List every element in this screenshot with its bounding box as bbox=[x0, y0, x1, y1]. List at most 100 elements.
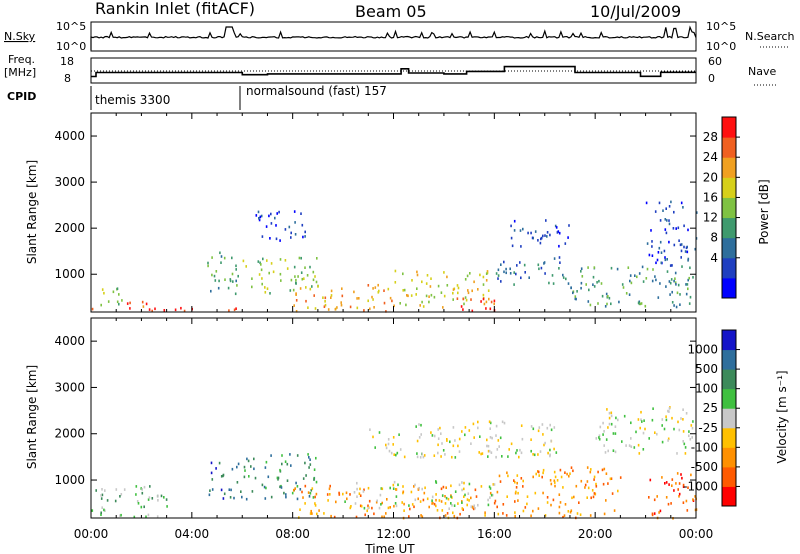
velocity-data-point bbox=[514, 511, 516, 514]
power-data-point bbox=[314, 275, 316, 278]
velocity-data-point bbox=[431, 434, 434, 437]
velocity-data-point bbox=[461, 481, 463, 484]
velocity-data-point bbox=[141, 491, 144, 495]
velocity-data-point bbox=[433, 454, 436, 457]
velocity-data-point bbox=[355, 515, 358, 519]
power-data-point bbox=[677, 226, 680, 230]
velocity-ytick-label: 1000 bbox=[54, 473, 85, 487]
power-data-point bbox=[558, 231, 561, 235]
velocity-data-point bbox=[516, 474, 519, 477]
power-data-point bbox=[142, 305, 145, 308]
velocity-colorbar-swatch bbox=[722, 486, 736, 507]
velocity-data-point bbox=[440, 500, 443, 503]
power-data-point bbox=[688, 276, 690, 280]
power-data-point bbox=[341, 294, 344, 298]
power-data-point bbox=[421, 300, 423, 304]
velocity-data-point bbox=[532, 509, 534, 513]
power-data-point bbox=[546, 231, 549, 234]
velocity-data-point bbox=[289, 453, 291, 456]
velocity-data-point bbox=[345, 491, 348, 495]
power-data-point bbox=[100, 303, 102, 307]
power-data-point bbox=[443, 294, 446, 298]
velocity-data-point bbox=[570, 466, 573, 469]
velocity-data-point bbox=[414, 498, 417, 502]
power-data-point bbox=[446, 284, 449, 287]
nave-tick-top: 60 bbox=[708, 55, 722, 68]
power-data-point bbox=[558, 256, 561, 259]
power-data-point bbox=[259, 261, 261, 265]
velocity-data-point bbox=[458, 450, 461, 453]
power-data-point bbox=[592, 283, 594, 286]
power-data-point bbox=[621, 283, 624, 286]
power-data-point bbox=[482, 297, 485, 301]
power-data-point bbox=[509, 267, 511, 271]
power-data-point bbox=[681, 265, 683, 268]
velocity-data-point bbox=[270, 454, 272, 457]
velocity-data-point bbox=[387, 438, 390, 441]
velocity-data-point bbox=[552, 498, 555, 502]
velocity-data-point bbox=[560, 475, 563, 479]
power-data-point bbox=[662, 209, 664, 212]
power-data-point bbox=[324, 300, 326, 303]
velocity-data-point bbox=[403, 509, 405, 512]
power-data-point bbox=[437, 284, 440, 288]
velocity-data-point bbox=[147, 513, 150, 517]
power-data-point bbox=[118, 293, 120, 296]
power-data-point bbox=[497, 274, 500, 277]
power-data-point bbox=[665, 207, 667, 210]
velocity-data-point bbox=[359, 504, 362, 508]
power-data-point bbox=[235, 264, 237, 268]
velocity-data-point bbox=[448, 507, 450, 510]
velocity-data-point bbox=[276, 476, 279, 480]
velocity-data-point bbox=[294, 487, 296, 490]
power-data-point bbox=[551, 274, 554, 277]
cpid-label: CPID bbox=[7, 90, 36, 103]
power-data-point bbox=[242, 259, 245, 263]
power-data-point bbox=[218, 279, 220, 283]
velocity-data-point bbox=[526, 502, 528, 506]
velocity-data-point bbox=[688, 430, 690, 433]
power-data-point bbox=[644, 304, 647, 308]
power-data-point bbox=[641, 265, 644, 269]
velocity-data-point bbox=[433, 502, 436, 506]
velocity-data-point bbox=[133, 515, 136, 519]
velocity-data-point bbox=[437, 428, 439, 431]
velocity-data-point bbox=[538, 426, 541, 429]
power-data-point bbox=[307, 306, 309, 309]
power-data-point bbox=[555, 226, 558, 229]
velocity-data-point bbox=[308, 495, 311, 498]
power-colorbar-label: 20 bbox=[703, 170, 718, 184]
power-data-point bbox=[235, 268, 237, 271]
velocity-data-point bbox=[648, 437, 650, 440]
power-data-point bbox=[543, 262, 545, 265]
power-data-point bbox=[305, 286, 307, 289]
power-data-point bbox=[430, 293, 433, 297]
velocity-data-point bbox=[215, 467, 217, 470]
power-data-point bbox=[180, 306, 182, 310]
power-data-point bbox=[540, 237, 542, 241]
power-data-point bbox=[673, 304, 675, 307]
power-data-point bbox=[403, 288, 406, 292]
power-data-point bbox=[141, 300, 144, 304]
power-data-point bbox=[581, 275, 584, 278]
time-tick-label: 04:00 bbox=[175, 527, 210, 541]
power-data-point bbox=[674, 271, 677, 275]
velocity-data-point bbox=[101, 493, 104, 497]
velocity-data-point bbox=[356, 487, 358, 491]
velocity-data-point bbox=[157, 499, 159, 502]
velocity-data-point bbox=[612, 449, 615, 452]
power-colorbar-label: 12 bbox=[703, 211, 718, 225]
velocity-data-point bbox=[286, 479, 289, 482]
velocity-data-point bbox=[614, 425, 617, 428]
velocity-data-point bbox=[363, 506, 366, 510]
power-data-point bbox=[685, 283, 687, 286]
power-data-point bbox=[480, 300, 482, 303]
power-data-point bbox=[257, 260, 260, 263]
velocity-data-point bbox=[573, 495, 575, 499]
velocity-data-point bbox=[431, 502, 433, 505]
velocity-data-point bbox=[315, 480, 318, 484]
power-data-point bbox=[673, 243, 676, 247]
power-data-point bbox=[268, 271, 270, 275]
nsky-tick-bottom: 10^0 bbox=[56, 40, 86, 53]
power-data-point bbox=[642, 280, 645, 283]
